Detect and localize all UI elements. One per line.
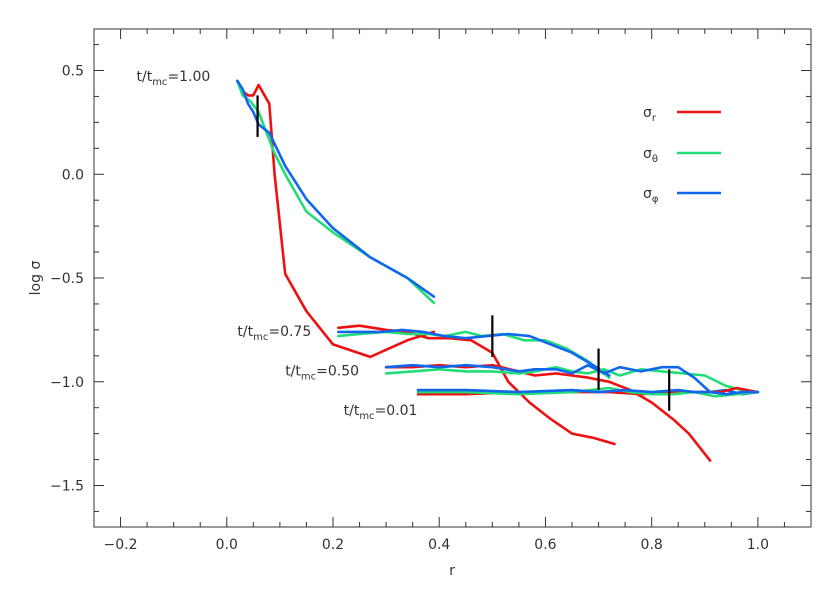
x-tick-label: 0.0 bbox=[216, 537, 238, 553]
legend-label-sigma-theta: σθ bbox=[643, 146, 658, 165]
radius-markers bbox=[256, 95, 671, 411]
y-tick-label: 0.5 bbox=[62, 64, 84, 80]
sigma-phi-line-t075 bbox=[336, 328, 611, 377]
time-annotation: t/tmc=0.50 bbox=[285, 364, 359, 383]
y-tick-label: −1.5 bbox=[50, 479, 84, 495]
series-layer bbox=[236, 79, 760, 462]
x-tick-label: 0.6 bbox=[534, 537, 556, 553]
sigma-theta-line-t100 bbox=[236, 79, 436, 305]
legend-label-sigma-phi: σφ bbox=[643, 186, 659, 205]
y-axis-label: log σ bbox=[28, 261, 44, 296]
x-tick-labels: −0.2 0.0 0.2 0.4 0.6 0.8 1.0 bbox=[104, 537, 769, 553]
sigma-phi-line-t050 bbox=[384, 363, 760, 396]
sigma-phi-line-t100 bbox=[236, 79, 436, 299]
axis-ticks bbox=[94, 29, 811, 527]
x-tick-label: −0.2 bbox=[104, 537, 138, 553]
sigma-phi-line-t001 bbox=[416, 388, 760, 396]
sigma-theta-line-t050 bbox=[384, 365, 760, 394]
y-tick-labels: 0.5 0.0 −0.5 −1.0 −1.5 bbox=[50, 64, 84, 495]
sigma-theta-line-t001 bbox=[416, 386, 760, 398]
sigma-r-line-t100 bbox=[236, 79, 436, 359]
time-annotation: t/tmc=0.01 bbox=[344, 403, 418, 422]
time-annotation: t/tmc=0.75 bbox=[237, 324, 311, 343]
y-tick-label: −1.0 bbox=[50, 375, 84, 391]
time-annotation: t/tmc=1.00 bbox=[136, 69, 210, 88]
x-tick-label: 0.4 bbox=[428, 537, 450, 553]
time-annotations: t/tmc=1.00 t/tmc=0.75 t/tmc=0.50 t/tmc=0.01 bbox=[136, 69, 417, 422]
x-axis-label: r bbox=[449, 563, 455, 579]
y-tick-label: −0.5 bbox=[50, 271, 84, 287]
sigma-r-line-t050 bbox=[384, 363, 712, 462]
x-tick-label: 0.2 bbox=[322, 537, 344, 553]
legend-label-sigma-r: σr bbox=[643, 105, 657, 124]
y-tick-label: 0.0 bbox=[62, 167, 84, 183]
x-tick-label: 1.0 bbox=[747, 537, 769, 553]
x-tick-label: 0.8 bbox=[641, 537, 663, 553]
sigma-r-line-t075 bbox=[336, 324, 616, 446]
legend: σr σθ σφ bbox=[643, 105, 721, 205]
